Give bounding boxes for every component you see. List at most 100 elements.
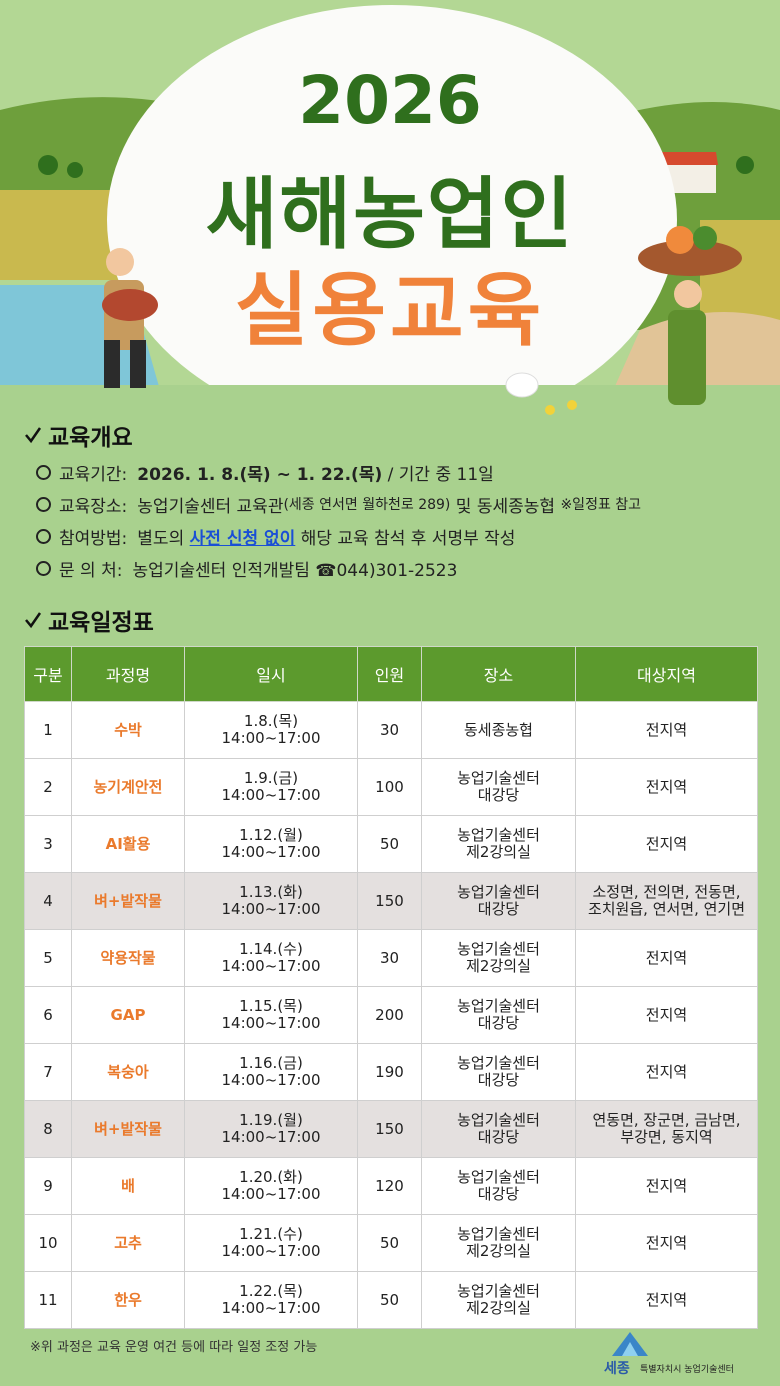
table-cell: 농업기술센터 대강당 [421,1043,576,1101]
table-body: 1 수박 1.8.(목) 14:00~17:00 30 동세종농협 전지역 2 농기계안전 1.… [24,701,758,1329]
table-row: 5 약용작물 1.14.(수) 14:00~17:00 30 농업기술센터 제2강의실 전… [24,929,758,987]
item-label: 문 의 처: [59,560,123,581]
bullet [36,464,51,480]
table-cell: 소정면, 전의면, 전동면, 조치원읍, 연서면, 연기면 [575,872,758,930]
section-heading: 교육개요 [24,418,133,452]
table-cell: 농업기술센터 제2강의실 [421,929,576,987]
table-row: 2 농기계안전 1.9.(금) 14:00~17:00 100 농업기술센터 대강당 전지… [24,758,758,816]
table-cell: 전지역 [575,815,758,873]
table-cell: 1.14.(수) 14:00~17:00 [184,929,358,987]
table-cell: 1.20.(화) 14:00~17:00 [184,1157,358,1215]
table-row: 7 복숭아 1.16.(금) 14:00~17:00 190 농업기술센터 대강당 전지역 [24,1043,758,1101]
table-cell: 1.15.(목) 14:00~17:00 [184,986,358,1044]
table-cell: 50 [357,1214,422,1272]
table-row: 10 고추 1.21.(수) 14:00~17:00 50 농업기술센터 제2강의실 전지… [24,1214,758,1272]
course-name: 약용작물 [71,929,185,987]
footnote: ※위 과정은 교육 운영 여건 등에 따라 일정 조정 가능 [30,1340,318,1355]
logo-text: 세종 [604,1361,630,1377]
column-header: 구분 [24,646,72,702]
table-cell: 농업기술센터 대강당 [421,758,576,816]
table-cell: 전지역 [575,1157,758,1215]
table-cell: 전지역 [575,1043,758,1101]
header-row: 구분 과정명 일시 인원 장소 대상지역 [24,646,758,702]
item-text: 및 동세종농협 [450,496,561,517]
table-cell: 1.21.(수) 14:00~17:00 [184,1214,358,1272]
table-row: 1 수박 1.8.(목) 14:00~17:00 30 동세종농협 전지역 [24,701,758,759]
table-cell: 7 [24,1043,72,1101]
table-cell: 2 [24,758,72,816]
schedule-table: 구분 과정명 일시 인원 장소 대상지역 1 수박 1.8.(목) 14:00~17:00 30… [24,646,758,1329]
table-cell: 1.12.(월) 14:00~17:00 [184,815,358,873]
table-cell: 190 [357,1043,422,1101]
table-cell: 100 [357,758,422,816]
logo: 세종 특별자치시 농업기술센터 [604,1330,754,1380]
table-cell: 4 [24,872,72,930]
overview-list: 교육기간: 2026. 1. 8.(목) ~ 1. 22.(목) / 기간 중 1… [36,456,641,584]
table-cell: 9 [24,1157,72,1215]
item-label: 교육장소: [59,496,128,517]
table-cell: 150 [357,872,422,930]
bullet [36,496,51,512]
table-row: 8 벼+밭작물 1.19.(월) 14:00~17:00 150 농업기술센터 대강당 연… [24,1100,758,1158]
course-name: 농기계안전 [71,758,185,816]
column-header: 장소 [421,646,576,702]
table-cell: 농업기술센터 대강당 [421,1100,576,1158]
column-header: 과정명 [71,646,185,702]
table-cell: 200 [357,986,422,1044]
table-cell: 150 [357,1100,422,1158]
table-row: 6 GAP 1.15.(목) 14:00~17:00 200 농업기술센터 대강당 전지역 [24,986,758,1044]
column-header: 대상지역 [575,646,758,702]
overview-item: 교육장소: 농업기술센터 교육관 (세종 연서면 월하천로 289) 및 동세종농협… [36,488,641,520]
table-cell: 50 [357,1271,422,1329]
table-cell: 1.13.(화) 14:00~17:00 [184,872,358,930]
item-text: 농업기술센터 교육관 [137,496,284,517]
table-cell: 1.9.(금) 14:00~17:00 [184,758,358,816]
table-cell: 농업기술센터 제2강의실 [421,1214,576,1272]
table-cell: 5 [24,929,72,987]
heading-text: 교육개요 [48,425,133,451]
item-text: 2026. 1. 8.(목) ~ 1. 22.(목) [137,464,383,485]
table-cell: 농업기술센터 대강당 [421,872,576,930]
item-label: 교육기간: [59,464,128,485]
table-cell: 연동면, 장군면, 금남면, 부강면, 동지역 [575,1100,758,1158]
course-name: 한우 [71,1271,185,1329]
table-row: 3 AI활용 1.12.(월) 14:00~17:00 50 농업기술센터 제2강의실 전… [24,815,758,873]
table-cell: 8 [24,1100,72,1158]
table-cell: 전지역 [575,758,758,816]
table-cell: 50 [357,815,422,873]
logo-mark [612,1332,648,1356]
table-row: 4 벼+밭작물 1.13.(화) 14:00~17:00 150 농업기술센터 대강당 소… [24,872,758,930]
table-cell: 1.22.(목) 14:00~17:00 [184,1271,358,1329]
item-text: 별도의 [137,528,190,549]
item-text: ※일정표 참고 [560,497,642,513]
table-cell: 농업기술센터 제2강의실 [421,815,576,873]
table-cell: 30 [357,701,422,759]
course-name: AI활용 [71,815,185,873]
course-name: 벼+밭작물 [71,872,185,930]
title: 새해농업인 [205,170,575,260]
column-header: 인원 [357,646,422,702]
bullet [36,560,51,576]
illustration [0,0,780,420]
table-cell: 전지역 [575,1214,758,1272]
table-cell: 10 [24,1214,72,1272]
table-cell: 6 [24,986,72,1044]
table-cell: 120 [357,1157,422,1215]
check-icon [25,427,42,444]
course-name: 배 [71,1157,185,1215]
table-cell: 전지역 [575,701,758,759]
overview-item: 참여방법: 별도의 사전 신청 없이 해당 교육 참석 후 서명부 작성 [36,520,641,552]
course-name: 복숭아 [71,1043,185,1101]
table-cell: 1.8.(목) 14:00~17:00 [184,701,358,759]
item-text: 해당 교육 참석 후 서명부 작성 [295,528,516,549]
table-cell: 농업기술센터 제2강의실 [421,1271,576,1329]
table-row: 9 배 1.20.(화) 14:00~17:00 120 농업기술센터 대강당 전지역 [24,1157,758,1215]
bullet [36,528,51,544]
table-cell: 전지역 [575,1271,758,1329]
heading-text: 교육일정표 [48,610,154,636]
item-text: / 기간 중 11일 [382,464,494,485]
table-cell: 1.16.(금) 14:00~17:00 [184,1043,358,1101]
column-header: 일시 [184,646,358,702]
item-text: (세종 연서면 월하천로 289) [283,497,451,513]
table-cell: 농업기술센터 대강당 [421,1157,576,1215]
